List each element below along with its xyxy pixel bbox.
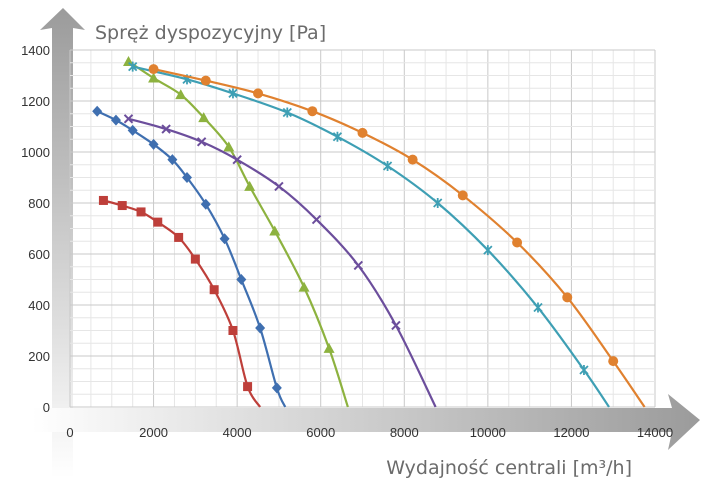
- series-5: [148, 64, 646, 408]
- y-axis-ticks: 0 200 400 600 800 1000 1200 1400: [21, 43, 50, 415]
- series-3: [123, 114, 437, 408]
- x-tick-label: 2000: [139, 425, 168, 440]
- series-2-point: [123, 55, 134, 66]
- x-tick-label: 4000: [223, 425, 252, 440]
- series-0-point: [153, 217, 163, 227]
- series-1-point: [127, 124, 138, 136]
- series-1-point: [219, 233, 230, 245]
- series-3-point: [161, 124, 171, 134]
- x-tick-label: 12000: [553, 425, 589, 440]
- series-5-point: [200, 75, 211, 86]
- series-1-point: [182, 172, 192, 183]
- series-4-point: [533, 302, 543, 313]
- series-0-point: [117, 201, 127, 211]
- series-0-point: [228, 326, 238, 335]
- series-1: [92, 105, 287, 408]
- x-axis-title: Wydajność centrali [m³/h]: [386, 457, 632, 478]
- series-4-point: [483, 245, 493, 256]
- series-3-point: [274, 181, 284, 192]
- x-tick-label: 10000: [470, 425, 506, 440]
- series-2-point: [269, 225, 281, 236]
- series-1-point: [200, 198, 211, 210]
- series-3-point: [232, 154, 242, 165]
- series-2-point: [298, 281, 310, 292]
- y-tick-label: 800: [28, 196, 50, 211]
- series-0-point: [174, 232, 184, 242]
- series-3-point: [391, 320, 401, 331]
- series-5-point: [562, 292, 573, 303]
- y-tick-label: 1200: [21, 94, 50, 109]
- series-4-point: [128, 61, 138, 72]
- series-4: [128, 61, 610, 408]
- series-5-point: [307, 106, 318, 117]
- series-2-point: [148, 72, 160, 83]
- x-axis-ticks: 0 2000 4000 6000 8000 10000 12000 14000: [66, 425, 673, 440]
- series-1-point: [255, 322, 266, 334]
- series-3-point: [353, 260, 364, 271]
- series-2-point: [223, 141, 235, 152]
- series-0: [98, 195, 262, 408]
- y-tick-label: 600: [28, 247, 50, 262]
- series-2-point: [323, 342, 335, 353]
- series-0-point: [209, 285, 219, 295]
- series-1-point: [148, 138, 159, 150]
- series-0-point: [190, 254, 200, 264]
- series-3-point: [311, 214, 322, 225]
- series-2: [123, 55, 349, 408]
- x-tick-label: 0: [66, 425, 73, 440]
- series-5-point: [512, 237, 523, 248]
- series-3-point: [123, 114, 134, 124]
- series-5-point: [608, 356, 619, 367]
- series-0-line: [103, 199, 262, 408]
- series-3-point: [196, 137, 207, 147]
- y-tick-label: 0: [43, 400, 50, 415]
- series-4-point: [382, 161, 393, 172]
- series-1-point: [271, 382, 282, 394]
- y-axis-arrow: [40, 8, 85, 478]
- series-2-point: [244, 180, 256, 191]
- series-4-point: [579, 365, 589, 376]
- series-5-point: [357, 127, 368, 138]
- series-5-point: [148, 64, 159, 75]
- series-5-point: [457, 190, 468, 201]
- series-4-point: [433, 198, 443, 208]
- y-tick-label: 1000: [21, 145, 50, 160]
- series-4-point: [282, 107, 292, 118]
- series-0-point: [98, 195, 108, 205]
- series-1-point: [167, 154, 178, 166]
- series-2-point: [175, 89, 187, 100]
- y-tick-label: 400: [28, 298, 50, 313]
- series-2-line: [127, 60, 349, 408]
- plot-grid: [69, 49, 656, 408]
- x-tick-label: 6000: [306, 425, 335, 440]
- series-5-point: [407, 154, 418, 165]
- series-1-point: [110, 114, 121, 126]
- y-tick-label: 200: [28, 349, 50, 364]
- series-1-point: [236, 274, 247, 285]
- series-1-point: [92, 105, 103, 117]
- y-axis-title: Spręż dyspozycyjny [Pa]: [95, 22, 326, 44]
- series-layer: [92, 55, 646, 408]
- series-0-point: [243, 382, 253, 392]
- series-2-point: [198, 112, 210, 123]
- series-0-point: [136, 207, 146, 217]
- series-5-point: [253, 88, 264, 99]
- series-4-point: [228, 88, 238, 99]
- x-tick-label: 8000: [390, 425, 419, 440]
- series-4-point: [332, 131, 343, 142]
- x-axis-arrow: [32, 394, 700, 450]
- x-tick-label: 14000: [637, 425, 673, 440]
- y-tick-label: 1400: [21, 43, 50, 58]
